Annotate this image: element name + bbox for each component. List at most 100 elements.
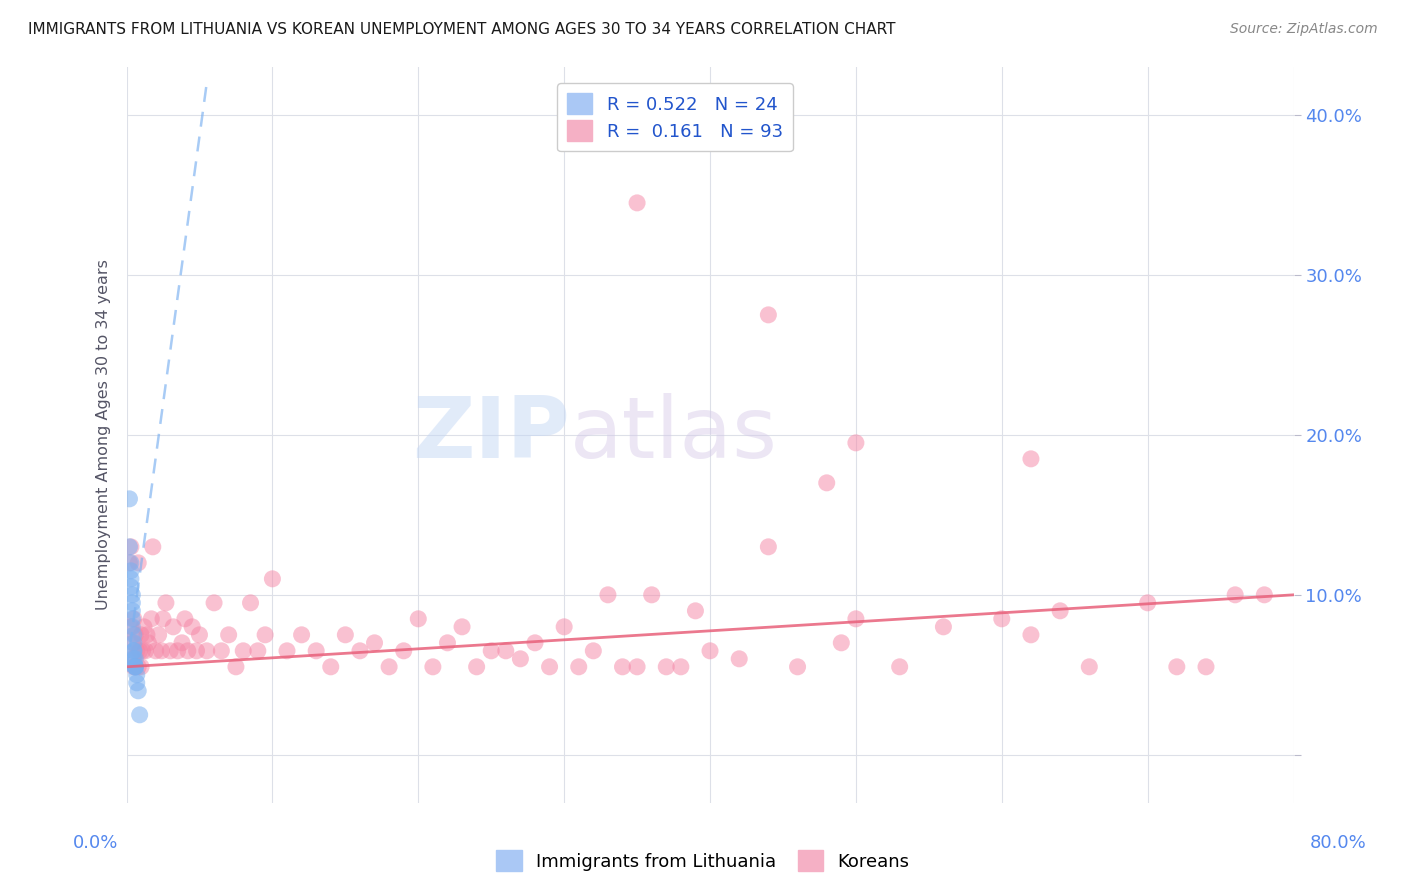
Point xyxy=(155,596,177,610)
Point xyxy=(129,628,152,642)
Point xyxy=(1223,588,1246,602)
Point xyxy=(1253,588,1275,602)
Point xyxy=(122,652,145,666)
Point xyxy=(655,660,678,674)
Point xyxy=(121,588,143,602)
Point xyxy=(451,620,474,634)
Point xyxy=(225,660,247,674)
Point xyxy=(128,644,150,658)
Point xyxy=(728,652,751,666)
Point xyxy=(166,644,188,658)
Point xyxy=(582,644,605,658)
Point xyxy=(254,628,277,642)
Legend: R = 0.522   N = 24, R =  0.161   N = 93: R = 0.522 N = 24, R = 0.161 N = 93 xyxy=(557,83,793,151)
Point xyxy=(932,620,955,634)
Point xyxy=(232,644,254,658)
Point xyxy=(138,636,160,650)
Point xyxy=(129,660,152,674)
Point xyxy=(363,636,385,650)
Point xyxy=(148,628,170,642)
Point xyxy=(124,660,146,674)
Point xyxy=(1049,604,1071,618)
Point xyxy=(124,652,146,666)
Point xyxy=(132,620,155,634)
Point xyxy=(159,644,181,658)
Point xyxy=(524,636,547,650)
Point xyxy=(202,596,225,610)
Point xyxy=(120,572,142,586)
Point xyxy=(479,644,502,658)
Point xyxy=(134,644,156,658)
Point xyxy=(120,620,142,634)
Point xyxy=(815,475,838,490)
Point xyxy=(195,644,218,658)
Legend: Immigrants from Lithuania, Koreans: Immigrants from Lithuania, Koreans xyxy=(489,843,917,879)
Point xyxy=(246,644,269,658)
Point xyxy=(162,620,184,634)
Point xyxy=(845,612,868,626)
Point xyxy=(150,644,173,658)
Point xyxy=(131,644,153,658)
Point xyxy=(1019,451,1042,466)
Point xyxy=(1166,660,1188,674)
Text: 0.0%: 0.0% xyxy=(73,834,118,852)
Point xyxy=(335,628,357,642)
Point xyxy=(125,668,148,682)
Text: ZIP: ZIP xyxy=(412,393,569,476)
Point xyxy=(170,636,193,650)
Point xyxy=(378,660,401,674)
Point xyxy=(495,644,517,658)
Y-axis label: Unemployment Among Ages 30 to 34 years: Unemployment Among Ages 30 to 34 years xyxy=(96,260,111,610)
Point xyxy=(436,636,458,650)
Point xyxy=(118,491,141,506)
Point xyxy=(120,540,142,554)
Point xyxy=(465,660,488,674)
Point xyxy=(118,540,141,554)
Point xyxy=(122,660,145,674)
Point xyxy=(120,580,142,594)
Point xyxy=(124,660,146,674)
Point xyxy=(186,644,208,658)
Point xyxy=(1078,660,1101,674)
Text: atlas: atlas xyxy=(569,393,778,476)
Point xyxy=(276,644,298,658)
Point xyxy=(1136,596,1159,610)
Point xyxy=(125,644,148,658)
Point xyxy=(392,644,415,658)
Point xyxy=(177,644,200,658)
Point xyxy=(568,660,591,674)
Point xyxy=(142,540,165,554)
Point xyxy=(122,644,145,658)
Point xyxy=(262,572,284,586)
Point xyxy=(626,195,648,210)
Point xyxy=(136,628,159,642)
Point xyxy=(122,636,145,650)
Text: 80.0%: 80.0% xyxy=(1310,834,1367,852)
Point xyxy=(118,556,141,570)
Point xyxy=(699,644,721,658)
Point xyxy=(319,660,342,674)
Point xyxy=(408,612,430,626)
Point xyxy=(120,556,142,570)
Point xyxy=(612,660,634,674)
Point xyxy=(509,652,531,666)
Point xyxy=(756,308,779,322)
Point xyxy=(538,660,561,674)
Point xyxy=(121,596,143,610)
Point xyxy=(124,628,146,642)
Point xyxy=(122,644,145,658)
Point xyxy=(640,588,664,602)
Point xyxy=(756,540,779,554)
Point xyxy=(422,660,444,674)
Point xyxy=(122,628,145,642)
Point xyxy=(349,644,371,658)
Point xyxy=(141,612,163,626)
Point xyxy=(669,660,692,674)
Point xyxy=(990,612,1012,626)
Point xyxy=(786,660,808,674)
Point xyxy=(290,628,312,642)
Point xyxy=(128,707,150,722)
Point xyxy=(181,620,204,634)
Point xyxy=(152,612,174,626)
Point xyxy=(127,556,149,570)
